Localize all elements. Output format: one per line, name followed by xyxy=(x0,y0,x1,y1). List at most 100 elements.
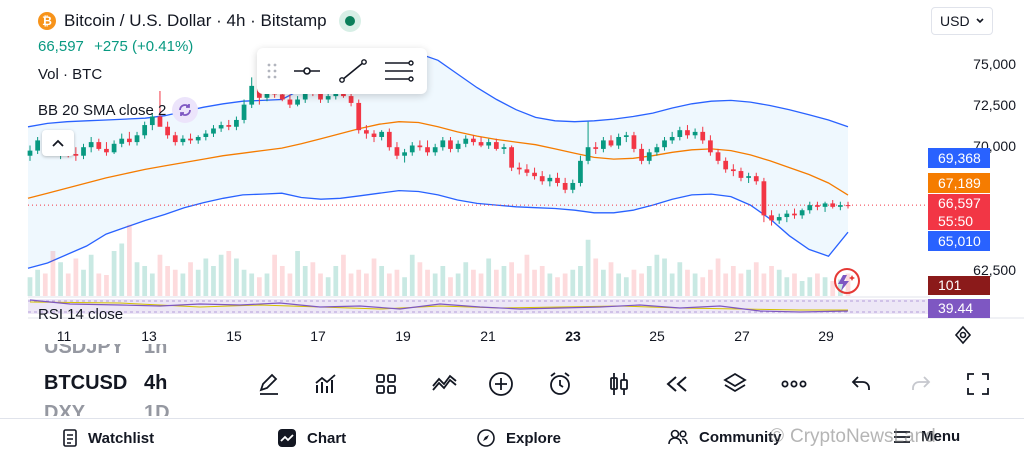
volume-bar xyxy=(134,262,140,296)
layouts-icon[interactable] xyxy=(368,366,404,402)
candle xyxy=(692,128,698,139)
watermark-logo-icon: © xyxy=(770,426,784,447)
volume-bar xyxy=(180,273,186,296)
candle xyxy=(608,135,614,148)
chart-settings-icon[interactable] xyxy=(953,325,973,350)
horizontal-ray-icon[interactable] xyxy=(287,64,327,78)
community-icon xyxy=(668,429,688,445)
rsi-legend[interactable]: RSI 14 close xyxy=(38,307,123,321)
candle xyxy=(27,145,33,161)
volume-bar xyxy=(532,269,537,296)
ai-assistant-icon[interactable] xyxy=(832,266,862,296)
volume-bar xyxy=(524,254,530,296)
symbol-item-selected[interactable]: BTCUSD 4h xyxy=(44,372,167,395)
bb-legend[interactable]: BB 20 SMA close 2 xyxy=(38,97,199,123)
bitcoin-logo-icon: ₿ xyxy=(38,12,56,30)
time-axis-label: 13 xyxy=(141,328,157,344)
compare-icon[interactable] xyxy=(427,366,463,402)
volume-bar xyxy=(753,262,759,296)
alert-icon[interactable] xyxy=(542,366,578,402)
market-status-icon[interactable] xyxy=(338,10,361,32)
candle xyxy=(669,131,675,144)
time-axis-label: 25 xyxy=(649,328,665,344)
chart-type-icon[interactable] xyxy=(601,366,637,402)
candle xyxy=(799,208,805,219)
fullscreen-icon[interactable] xyxy=(960,366,996,402)
candle xyxy=(371,130,377,143)
candle xyxy=(463,135,469,148)
nav-explore[interactable]: Explore xyxy=(476,428,561,448)
symbol-name: BTCUSD xyxy=(44,372,128,394)
candle xyxy=(226,119,232,131)
nav-menu[interactable]: Menu xyxy=(893,428,960,445)
nav-watchlist-label: Watchlist xyxy=(88,429,155,447)
candle xyxy=(81,143,86,160)
fib-lines-icon[interactable] xyxy=(379,58,419,84)
candle xyxy=(486,138,492,149)
more-icon[interactable] xyxy=(776,366,812,402)
currency-select[interactable]: USD xyxy=(931,7,993,35)
bb-basis-price-tag: 67,189 xyxy=(928,173,990,193)
symbol-picker[interactable]: USDJPY 1h BTCUSD 4h DXY 1D xyxy=(44,344,184,416)
nav-chart[interactable]: Chart xyxy=(277,428,346,448)
volume-bar xyxy=(172,269,178,296)
trend-line-icon[interactable] xyxy=(333,58,373,84)
drawing-toolbar[interactable] xyxy=(257,48,427,94)
collapse-legend-button[interactable] xyxy=(42,130,74,156)
nav-explore-label: Explore xyxy=(506,429,562,447)
candle xyxy=(837,201,843,211)
volume-bar xyxy=(471,269,476,296)
sync-icon[interactable] xyxy=(172,97,199,123)
layers-icon[interactable] xyxy=(717,366,753,402)
candle xyxy=(149,113,155,131)
symbol-item[interactable]: USDJPY 1h xyxy=(44,344,167,359)
candle xyxy=(188,133,193,144)
volume-bar xyxy=(73,258,79,296)
volume-bar xyxy=(509,262,514,296)
candle xyxy=(616,133,622,149)
volume-bar xyxy=(104,275,109,296)
volume-bar xyxy=(639,273,644,296)
drag-handle-icon[interactable] xyxy=(263,62,281,80)
compass-icon xyxy=(477,429,495,447)
volume-bar xyxy=(784,277,790,296)
volume-bar xyxy=(776,269,782,296)
volume-bar xyxy=(42,273,48,296)
replay-icon[interactable] xyxy=(659,366,695,402)
symbol-timeframe: 1h xyxy=(144,344,168,358)
pencil-icon[interactable] xyxy=(251,366,287,402)
add-icon[interactable] xyxy=(483,366,519,402)
candle xyxy=(142,121,148,139)
nav-watchlist[interactable]: Watchlist xyxy=(62,428,154,448)
volume-bar xyxy=(88,254,94,296)
volume-bar xyxy=(730,266,736,296)
candle xyxy=(631,131,637,153)
candle xyxy=(119,133,125,148)
volume-bar xyxy=(218,254,224,296)
volume-bar xyxy=(815,273,820,296)
nav-community[interactable]: Community xyxy=(667,428,782,446)
volume-bar xyxy=(249,273,255,296)
candle xyxy=(623,131,629,143)
volume-bar xyxy=(761,273,767,296)
symbol-legend[interactable]: ₿ Bitcoin / U.S. Dollar · 4h · Bitstamp xyxy=(38,10,361,32)
last-price: 66,597 xyxy=(38,38,84,55)
chevron-up-icon xyxy=(52,139,64,147)
volume-bar xyxy=(562,273,568,296)
volume-bar xyxy=(27,277,33,296)
volume-bar xyxy=(799,281,805,296)
redo-icon[interactable] xyxy=(903,366,939,402)
candle xyxy=(700,126,706,144)
symbol-item[interactable]: DXY 1D xyxy=(44,402,170,416)
last-price-value: 66,597 xyxy=(938,195,981,211)
candle xyxy=(654,143,660,156)
indicators-icon[interactable] xyxy=(308,366,344,402)
volume-legend[interactable]: Vol · BTC xyxy=(38,66,103,83)
candle xyxy=(761,177,767,223)
chart-icon xyxy=(278,429,296,447)
undo-icon[interactable] xyxy=(843,366,879,402)
candle xyxy=(516,162,522,175)
bb-upper-price-tag: 69,368 xyxy=(928,148,990,168)
volume-bar xyxy=(256,277,262,296)
